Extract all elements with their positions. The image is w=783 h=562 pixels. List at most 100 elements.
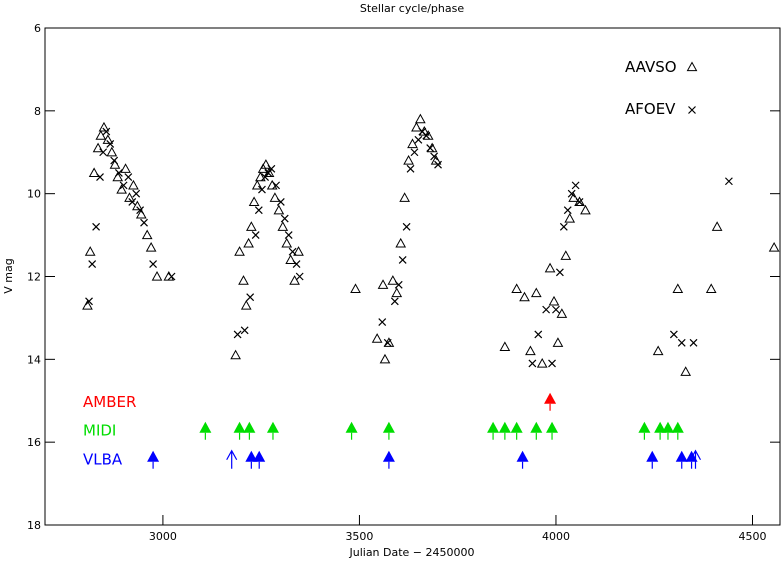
afoev-point	[233, 330, 242, 339]
afoev-point	[414, 135, 423, 144]
afoev-point	[575, 198, 584, 206]
aavso-point	[255, 171, 266, 182]
aavso-point	[120, 163, 131, 173]
x-tick-label: 4500	[738, 530, 766, 543]
aavso-point	[415, 113, 426, 124]
aavso-point	[243, 237, 254, 248]
afoev-point	[92, 222, 101, 231]
afoev-point	[114, 169, 123, 177]
afoev-point	[128, 198, 137, 206]
afoev-point	[284, 231, 293, 240]
aavso-point	[281, 237, 293, 248]
axis-ticks: 300035004000450068101214161801234	[27, 22, 780, 543]
epoch-marker-vlba	[675, 450, 688, 462]
aavso-point	[680, 366, 692, 376]
instrument-label-amber: AMBER	[83, 393, 136, 411]
aavso-point	[391, 287, 403, 298]
aavso-point	[141, 229, 153, 240]
legend-label-afoev: AFOEV	[625, 100, 676, 118]
aavso-point	[248, 196, 260, 207]
afoev-point	[132, 189, 141, 198]
aavso-point	[544, 262, 556, 273]
aavso-point	[377, 279, 389, 289]
afoev-point	[410, 148, 419, 157]
aavso-point	[98, 121, 110, 132]
epoch-marker-midi	[661, 421, 674, 433]
afoev-point	[378, 318, 387, 326]
aavso-point	[430, 155, 442, 165]
aavso-point	[269, 192, 281, 202]
y-tick-label: 16	[27, 436, 41, 449]
aavso-point	[273, 204, 285, 215]
afoev-point	[528, 359, 537, 368]
epoch-marker-midi	[510, 421, 523, 433]
aavso-point	[411, 121, 422, 132]
epoch-marker-midi	[546, 421, 559, 433]
afoev-point	[240, 326, 249, 335]
aavso-point	[387, 275, 399, 285]
aavso-point	[519, 291, 530, 302]
epoch-marker-midi	[382, 421, 395, 433]
afoev-point	[102, 127, 111, 136]
data-points	[82, 113, 780, 376]
afoev-point	[534, 330, 543, 339]
aavso-point	[230, 349, 241, 360]
aavso-point	[407, 138, 418, 149]
aavso-point	[238, 275, 249, 285]
epoch-marker-vlba	[253, 450, 266, 462]
epoch-marker-midi	[233, 421, 246, 433]
afoev-point	[280, 214, 289, 223]
epoch-marker-midi	[199, 421, 212, 433]
y-tick-label: 6	[34, 22, 41, 35]
epoch-marker-vlba	[147, 450, 160, 462]
aavso-point	[705, 283, 717, 294]
afoev-point	[251, 231, 260, 240]
aavso-point	[246, 221, 257, 231]
x-tick-label: 4000	[542, 530, 570, 543]
afoev-point	[272, 181, 281, 190]
afoev-point	[406, 164, 415, 173]
aavso-point	[135, 208, 147, 219]
y-tick-label: 14	[27, 353, 41, 366]
aavso-point	[240, 299, 252, 310]
x2-axis-label: Stellar cycle/phase	[360, 2, 464, 15]
epoch-marker-vlba	[382, 450, 395, 462]
afoev-point	[555, 268, 564, 277]
epoch-marker-vlba	[516, 450, 529, 462]
epoch-marker-amber	[544, 392, 557, 404]
afoev-point	[292, 260, 301, 268]
y-tick-label: 10	[27, 188, 41, 201]
aavso-point	[403, 155, 414, 165]
aavso-point	[552, 337, 564, 347]
aavso-point	[88, 167, 100, 178]
epoch-marker-midi	[498, 421, 511, 433]
epoch-marker-open-vlba	[226, 449, 238, 469]
instrument-label-vlba: VLBA	[83, 451, 123, 469]
aavso-point	[234, 246, 245, 256]
x-axis-label: Julian Date − 2450000	[348, 546, 474, 559]
afoev-point	[124, 173, 133, 182]
afoev-point	[96, 173, 104, 182]
afoev-point	[264, 169, 273, 177]
legend: AAVSO AFOEV	[625, 58, 698, 118]
aavso-point	[277, 221, 289, 231]
aavso-point	[84, 246, 96, 256]
afoev-point	[434, 160, 442, 169]
afoev-point	[390, 297, 399, 306]
aavso-point	[266, 179, 278, 190]
y-tick-label: 12	[27, 271, 41, 284]
aavso-point	[399, 192, 410, 202]
aavso-point	[711, 221, 723, 231]
afoev-point	[563, 206, 572, 215]
epoch-marker-midi	[487, 421, 500, 433]
aavso-point	[768, 241, 780, 252]
aavso-point	[350, 283, 361, 294]
aavso-point	[556, 308, 568, 318]
epoch-marker-midi	[530, 421, 543, 433]
legend-marker-aavso	[686, 61, 698, 72]
afoev-point	[276, 198, 285, 206]
aavso-point	[95, 130, 107, 140]
afoev-point	[167, 272, 176, 281]
afoev-point	[552, 305, 560, 314]
